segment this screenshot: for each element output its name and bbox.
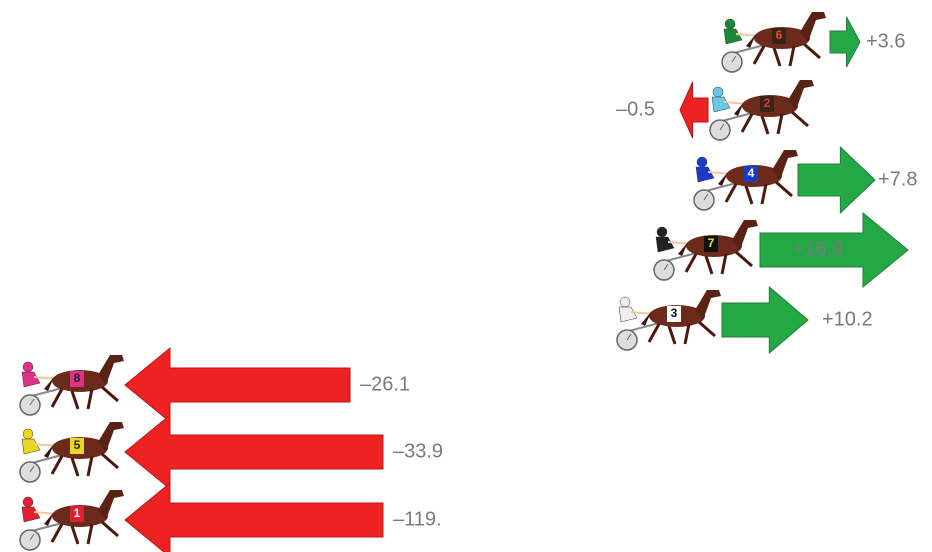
change-arrow <box>829 16 861 68</box>
change-arrow <box>721 285 809 355</box>
horse-neck <box>788 80 814 110</box>
horse-legs <box>684 250 753 275</box>
spoke <box>29 398 35 406</box>
change-label: –0.5 <box>616 98 655 120</box>
change-arrow <box>124 413 384 491</box>
horse-tail <box>746 34 756 48</box>
horse-neck <box>98 355 124 385</box>
jockey-head <box>724 18 736 30</box>
change-label: –33.9 <box>393 440 443 462</box>
horse-number: 8 <box>74 371 81 385</box>
change-label: +16.9 <box>793 238 844 260</box>
horse-legs <box>50 452 119 477</box>
jockey-head <box>712 86 724 98</box>
horse-legs <box>740 110 809 135</box>
jockey-body <box>711 96 731 113</box>
horse-number: 2 <box>764 96 771 110</box>
jockey-head <box>22 496 34 508</box>
change-label: +7.8 <box>878 168 917 190</box>
change-label: +3.6 <box>866 30 905 52</box>
spoke <box>719 123 725 131</box>
horse-legs <box>50 520 119 545</box>
horse-tail <box>641 312 651 326</box>
change-label: +10.2 <box>822 308 873 330</box>
saddle-cloth <box>70 438 84 454</box>
saddle-cloth <box>667 306 681 322</box>
saddle-cloth <box>70 371 84 387</box>
horse-number: 5 <box>74 438 81 452</box>
horse-number: 3 <box>671 306 678 320</box>
spoke <box>731 55 737 63</box>
horse-number: 7 <box>708 236 715 250</box>
horse-number: 6 <box>776 28 783 42</box>
horse-tail <box>44 377 54 391</box>
change-arrow <box>124 346 351 424</box>
horse-tail <box>734 102 744 116</box>
spoke <box>29 465 35 473</box>
change-arrow <box>797 145 876 215</box>
horse-neck <box>732 220 758 250</box>
spoke <box>703 193 709 201</box>
horse-neck <box>98 490 124 520</box>
horse: 4 <box>693 150 798 211</box>
jockey-body <box>655 236 675 253</box>
horse-legs <box>50 385 119 410</box>
change-label: –119. <box>393 508 442 530</box>
horse-legs <box>647 320 716 345</box>
horse: 2 <box>709 80 814 141</box>
saddle-cloth <box>772 28 786 44</box>
jockey-body <box>723 28 743 45</box>
jockey-head <box>656 226 668 238</box>
horse-neck <box>772 150 798 180</box>
jockey-body <box>695 166 715 183</box>
horse-neck <box>98 422 124 452</box>
horse-tail <box>44 444 54 458</box>
change-arrow <box>124 481 384 552</box>
horse-tail <box>718 172 728 186</box>
change-label: –26.1 <box>360 373 410 395</box>
horse-tail <box>678 242 688 256</box>
horse: 1 <box>19 490 124 551</box>
jockey-head <box>22 361 34 373</box>
horse-neck <box>695 290 721 320</box>
spoke <box>626 333 632 341</box>
horse: 3 <box>616 290 721 351</box>
jockey-head <box>619 296 631 308</box>
jockey-body <box>21 506 41 523</box>
jockey-head <box>22 428 34 440</box>
jockey-head <box>696 156 708 168</box>
jockey-body <box>21 371 41 388</box>
saddle-cloth <box>70 506 84 522</box>
change-arrow <box>759 211 909 289</box>
horse-legs <box>752 42 821 67</box>
horse-legs <box>724 180 793 205</box>
saddle-cloth <box>704 236 718 252</box>
horse: 5 <box>19 422 124 483</box>
spoke <box>29 533 35 541</box>
horse-tail <box>44 512 54 526</box>
horse: 7 <box>653 220 758 281</box>
horse: 8 <box>19 355 124 416</box>
saddle-cloth <box>760 96 774 112</box>
horse-neck <box>800 12 826 42</box>
horse-number: 4 <box>748 166 755 180</box>
spoke <box>663 263 669 271</box>
saddle-cloth <box>744 166 758 182</box>
horse: 6 <box>721 12 826 73</box>
change-arrow <box>679 81 709 139</box>
horse-number: 1 <box>74 506 81 520</box>
jockey-body <box>21 438 41 455</box>
jockey-body <box>618 306 638 323</box>
